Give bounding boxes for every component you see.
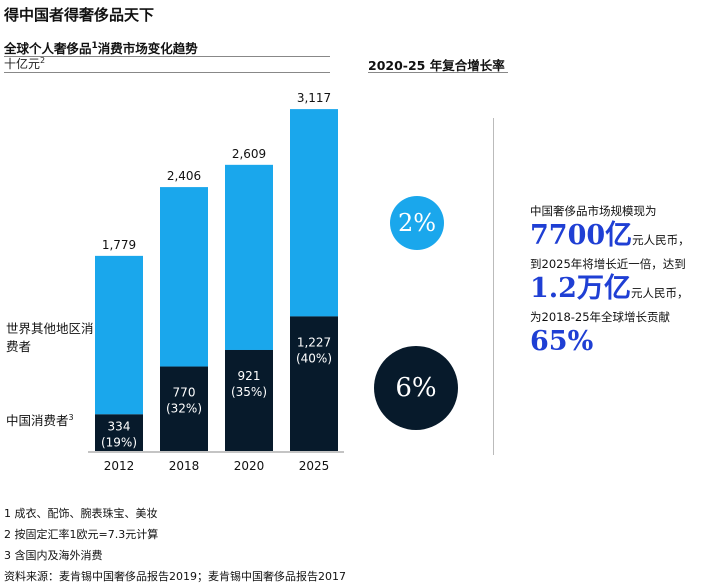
divider-line	[493, 118, 494, 455]
callout-big1: 7700亿元人民币，	[530, 220, 690, 251]
callout-line2: 到2025年将增长近一倍，达到	[530, 257, 686, 271]
cagr-china-value: 6%	[395, 373, 437, 403]
footnote-3: 3 含国内及海外消费	[4, 549, 103, 562]
unit-rule	[4, 72, 330, 73]
cagr-world-value: 2%	[397, 209, 437, 237]
bar-china-2020	[225, 349, 273, 451]
footnotes: 1 成衣、配饰、腕表珠宝、美妆 2 按固定汇率1欧元=7.3元计算 3 含国内及…	[4, 503, 346, 587]
cagr-title-rule	[368, 72, 508, 73]
cagr-title: 2020-25 年复合增长率	[368, 58, 505, 73]
china-share-label-2012: (19%)	[101, 436, 137, 450]
bar-china-2025	[290, 316, 338, 451]
legend-world-consumers: 世界其他地区消费者	[6, 321, 94, 354]
footnote-2: 2 按固定汇率1欧元=7.3元计算	[4, 528, 159, 541]
total-label-2012: 1,779	[102, 238, 136, 252]
unit-label: 十亿元2	[4, 56, 46, 71]
legend-china-consumers: 中国消费者3	[6, 412, 74, 428]
callout-line3: 为2018-25年全球增长贡献	[530, 310, 671, 324]
footnote-source: 资料来源：麦肯锡中国奢侈品报告2019；麦肯锡中国奢侈品报告2017	[4, 570, 346, 583]
callout-text: 中国奢侈品市场规模现为 7700亿元人民币， 到2025年将增长近一倍，达到 1…	[530, 203, 720, 358]
bar-world-2012	[95, 255, 143, 415]
cagr-china-circle: 6%	[374, 346, 458, 430]
china-value-label-2012: 334	[108, 420, 131, 434]
china-share-label-2025: (40%)	[296, 351, 332, 365]
china-value-label-2025: 1,227	[297, 335, 331, 349]
footnote-1: 1 成衣、配饰、腕表珠宝、美妆	[4, 507, 158, 520]
total-label-2020: 2,609	[232, 147, 266, 161]
chart-title-rule	[4, 56, 330, 57]
chart-title: 全球个人奢侈品1消费市场变化趋势	[4, 40, 198, 56]
page-title: 得中国者得奢侈品天下	[4, 6, 155, 24]
china-share-label-2018: (32%)	[166, 402, 202, 416]
china-share-label-2020: (35%)	[231, 385, 267, 399]
bar-world-2018	[160, 187, 208, 367]
x-tick-2020: 2020	[234, 459, 265, 473]
x-tick-2012: 2012	[104, 459, 135, 473]
callout-big2: 1.2万亿元人民币，	[530, 273, 689, 304]
x-tick-2025: 2025	[299, 459, 330, 473]
callout-big3: 65%	[530, 326, 594, 357]
bar-world-2020	[225, 164, 273, 350]
china-value-label-2018: 770	[173, 386, 196, 400]
x-tick-2018: 2018	[169, 459, 200, 473]
bar-world-2025	[290, 109, 338, 317]
total-label-2018: 2,406	[167, 169, 201, 183]
callout-line1: 中国奢侈品市场规模现为	[530, 204, 657, 218]
cagr-world-circle: 2%	[390, 196, 444, 250]
total-label-2025: 3,117	[297, 91, 331, 105]
bar-china-2012	[95, 414, 143, 451]
china-value-label-2020: 921	[238, 369, 261, 383]
bar-china-2018	[160, 366, 208, 451]
